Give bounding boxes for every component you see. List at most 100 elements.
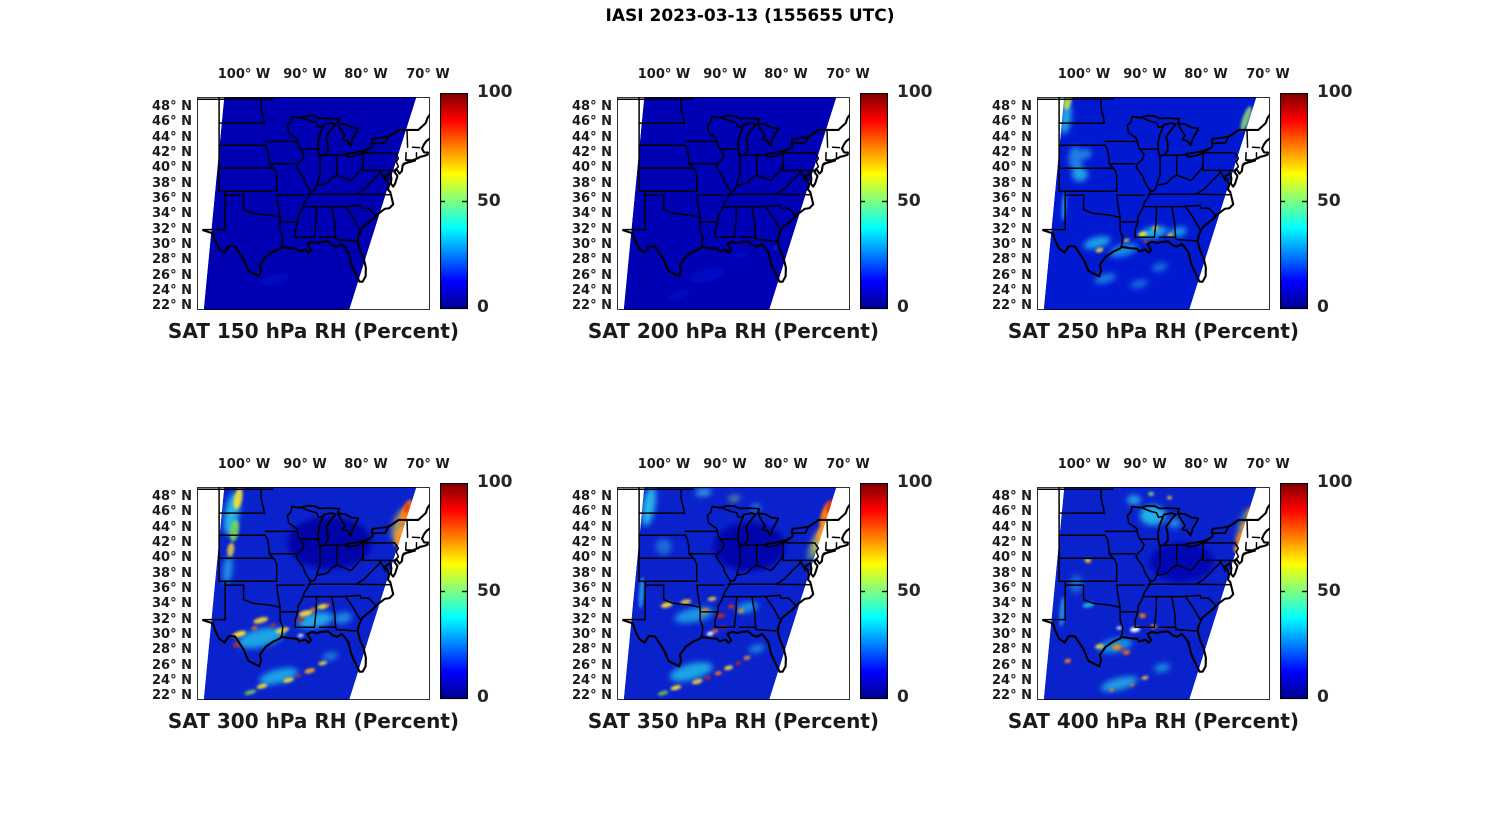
- lat-tick-label: 44° N: [572, 520, 612, 535]
- lat-tick-label: 26° N: [572, 658, 612, 673]
- axes-box: [617, 487, 850, 700]
- lat-tick-label: 34° N: [992, 206, 1032, 221]
- lat-tick-label: 30° N: [572, 237, 612, 252]
- lat-tick-label: 38° N: [992, 566, 1032, 581]
- colorbar-tick-label: 50: [897, 581, 921, 601]
- lon-tick-label: 90° W: [283, 67, 327, 82]
- lat-tick-label: 44° N: [152, 130, 192, 145]
- lat-tick-label: 24° N: [152, 283, 192, 298]
- lon-tick-label: 100° W: [217, 457, 271, 472]
- lat-tick-label: 32° N: [992, 222, 1032, 237]
- colorbar-tick-label: 100: [477, 82, 513, 102]
- lat-tick-label: 30° N: [992, 627, 1032, 642]
- lat-tick-label: 46° N: [992, 504, 1032, 519]
- colorbar-tick-label: 0: [477, 297, 489, 317]
- lon-tick-label: 70° W: [826, 457, 870, 472]
- lat-tick-label: 30° N: [572, 627, 612, 642]
- lon-tick-label: 90° W: [1123, 67, 1167, 82]
- lat-tick-label: 24° N: [572, 673, 612, 688]
- lon-tick-label: 70° W: [1246, 457, 1290, 472]
- lat-tick-label: 38° N: [992, 176, 1032, 191]
- colorbar-tick-label: 100: [1317, 472, 1353, 492]
- lon-tick-label: 100° W: [637, 67, 691, 82]
- lat-tick-label: 44° N: [152, 520, 192, 535]
- colorbar-tick-label: 50: [477, 191, 501, 211]
- lat-tick-label: 44° N: [992, 520, 1032, 535]
- rh-map-svg: [197, 487, 430, 700]
- lat-tick-label: 26° N: [992, 268, 1032, 283]
- lat-tick-label: 34° N: [572, 596, 612, 611]
- axes-box: [1037, 487, 1270, 700]
- lat-tick-label: 26° N: [992, 658, 1032, 673]
- lat-tick-label: 22° N: [572, 298, 612, 313]
- lat-tick-label: 38° N: [152, 566, 192, 581]
- lat-tick-label: 42° N: [152, 145, 192, 160]
- colorbar-tick-label: 100: [1317, 82, 1353, 102]
- lat-tick-label: 34° N: [152, 206, 192, 221]
- lat-tick-label: 40° N: [572, 550, 612, 565]
- state-borders: [617, 487, 850, 673]
- lat-tick-label: 32° N: [152, 222, 192, 237]
- lon-tick-label: 80° W: [764, 67, 808, 82]
- lat-tick-label: 28° N: [152, 252, 192, 267]
- colorbar-tick-label: 0: [1317, 687, 1329, 707]
- lat-tick-label: 22° N: [152, 688, 192, 703]
- axes-box: [617, 97, 850, 310]
- lat-tick-label: 48° N: [152, 99, 192, 114]
- lat-tick-label: 38° N: [572, 566, 612, 581]
- axes-box: [197, 487, 430, 700]
- panel-title: SAT 150 hPa RH (Percent): [167, 319, 460, 343]
- lat-tick-label: 36° N: [152, 191, 192, 206]
- lat-tick-label: 40° N: [152, 160, 192, 175]
- lat-tick-label: 42° N: [992, 145, 1032, 160]
- lat-tick-label: 26° N: [152, 268, 192, 283]
- lat-tick-label: 34° N: [992, 596, 1032, 611]
- lat-tick-label: 36° N: [572, 191, 612, 206]
- lon-tick-label: 100° W: [217, 67, 271, 82]
- colorbar: [860, 93, 888, 310]
- state-borders: [1037, 487, 1270, 673]
- colorbar-tick-label: 100: [477, 472, 513, 492]
- lon-tick-label: 100° W: [1057, 457, 1111, 472]
- panel-title: SAT 250 hPa RH (Percent): [1007, 319, 1300, 343]
- panel-title: SAT 400 hPa RH (Percent): [1007, 709, 1300, 733]
- lat-tick-label: 28° N: [572, 642, 612, 657]
- lon-tick-label: 100° W: [637, 457, 691, 472]
- lat-tick-label: 22° N: [152, 298, 192, 313]
- lat-tick-label: 42° N: [152, 535, 192, 550]
- axes-box: [1037, 97, 1270, 310]
- lat-tick-label: 34° N: [572, 206, 612, 221]
- colorbar: [860, 483, 888, 700]
- figure-title: IASI 2023-03-13 (155655 UTC): [605, 6, 895, 26]
- lat-tick-label: 40° N: [992, 550, 1032, 565]
- lat-tick-label: 32° N: [152, 612, 192, 627]
- colorbar-tick-label: 100: [897, 82, 933, 102]
- lat-tick-label: 28° N: [152, 642, 192, 657]
- colorbar-tick-label: 0: [897, 687, 909, 707]
- lat-tick-label: 30° N: [152, 237, 192, 252]
- panel-title: SAT 200 hPa RH (Percent): [587, 319, 880, 343]
- state-borders: [197, 97, 430, 283]
- colorbar-tick-label: 0: [477, 687, 489, 707]
- lon-tick-label: 80° W: [764, 457, 808, 472]
- rh-map-svg: [1037, 97, 1270, 310]
- lon-tick-label: 70° W: [826, 67, 870, 82]
- lat-tick-label: 28° N: [992, 642, 1032, 657]
- lat-tick-label: 46° N: [992, 114, 1032, 129]
- lat-tick-label: 32° N: [572, 222, 612, 237]
- rh-map-svg: [617, 97, 850, 310]
- colorbar-tick-label: 50: [897, 191, 921, 211]
- lon-tick-label: 80° W: [344, 67, 388, 82]
- lat-tick-label: 46° N: [572, 504, 612, 519]
- lat-tick-label: 30° N: [152, 627, 192, 642]
- lat-tick-label: 22° N: [992, 298, 1032, 313]
- colorbar: [1280, 483, 1308, 700]
- lat-tick-label: 42° N: [572, 145, 612, 160]
- state-borders: [197, 487, 430, 673]
- colorbar-tick-label: 100: [897, 472, 933, 492]
- lat-tick-label: 32° N: [992, 612, 1032, 627]
- lon-tick-label: 70° W: [406, 457, 450, 472]
- lat-tick-label: 22° N: [992, 688, 1032, 703]
- state-borders: [617, 97, 850, 283]
